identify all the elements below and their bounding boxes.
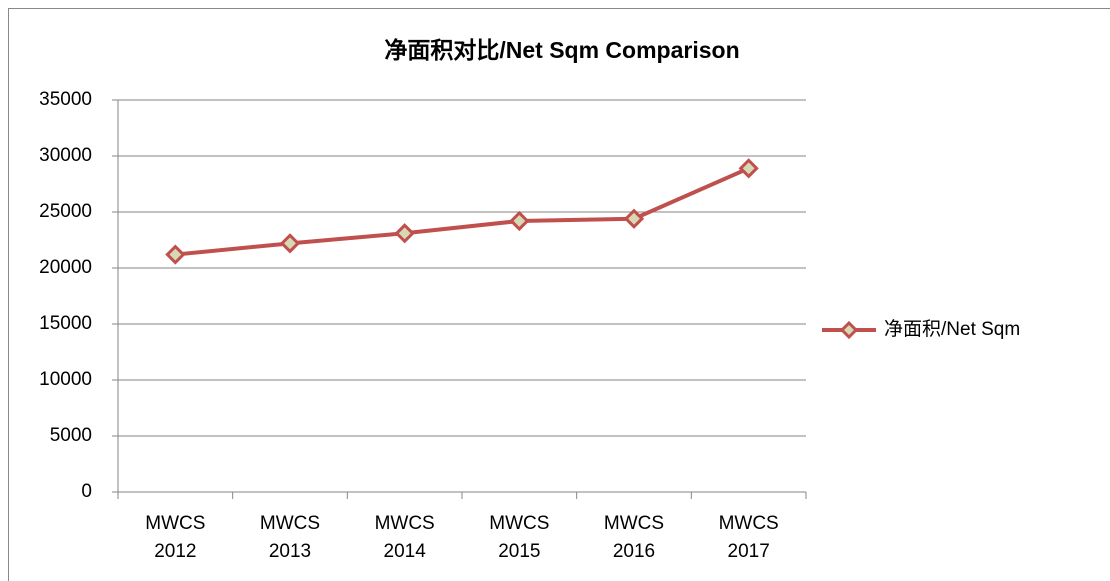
legend-marker (839, 320, 859, 340)
y-tick-label: 10000 (39, 369, 92, 390)
y-tick-label: 0 (81, 481, 92, 502)
x-tick-label: MWCS 2015 (489, 513, 550, 562)
point (165, 244, 186, 265)
chart-title: 净面积对比/Net Sqm Comparison (384, 37, 739, 63)
y-tick-label: 25000 (39, 201, 92, 222)
y-tick-label: 20000 (39, 257, 92, 278)
y-tick-label: 15000 (39, 313, 92, 334)
y-tick-label: 30000 (39, 145, 92, 166)
x-tick-label: MWCS 2012 (145, 513, 206, 562)
y-tick-label: 35000 (39, 89, 92, 110)
point (623, 208, 645, 229)
point (279, 233, 301, 254)
x-tick-label: MWCS 2016 (603, 513, 665, 562)
series-line (175, 166, 750, 257)
x-tick-label: MWCS 2014 (374, 513, 435, 562)
legend-label: 净面积/Net Sqm (884, 318, 1020, 340)
x-tick-label: MWCS 2017 (718, 513, 779, 562)
point (738, 158, 759, 179)
point (509, 210, 530, 232)
x-tick-label: MWCS 2013 (259, 513, 321, 562)
point (394, 223, 415, 244)
y-tick-label: 5000 (50, 425, 92, 446)
chart-border (8, 8, 1110, 581)
